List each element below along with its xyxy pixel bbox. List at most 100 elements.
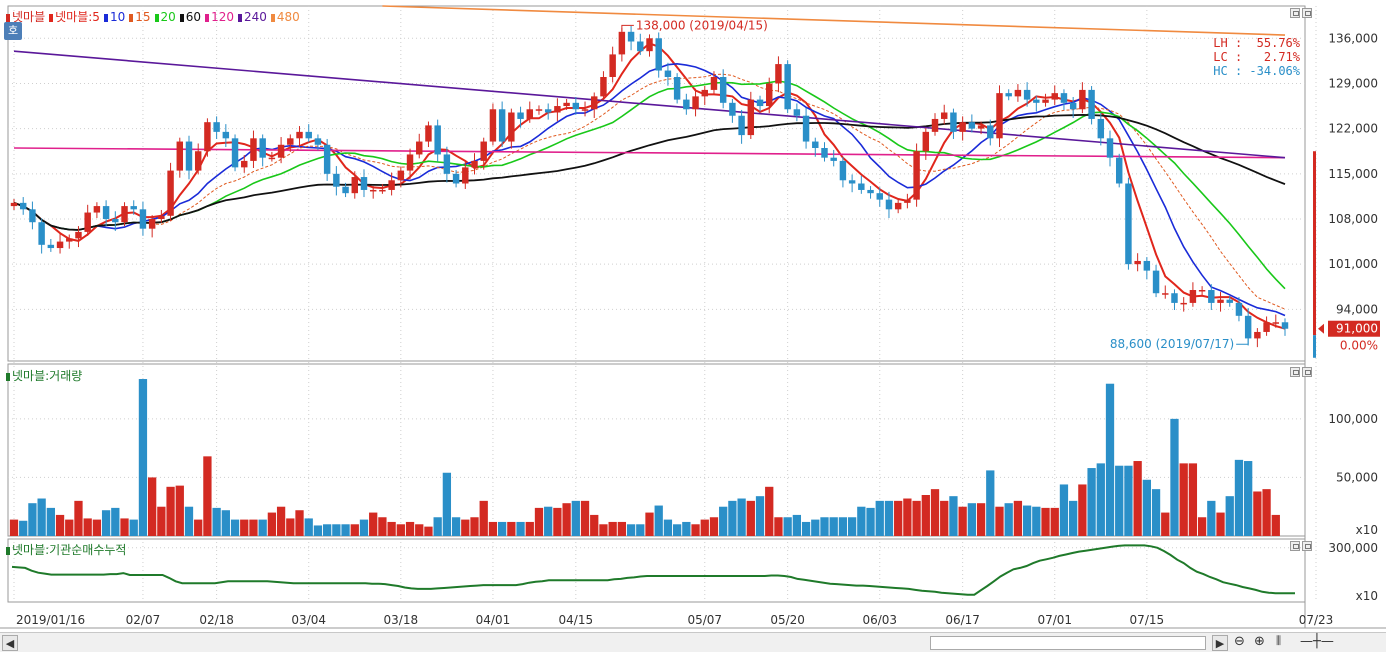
volume-bar-80	[746, 500, 755, 536]
time-scrollbar[interactable]: ◀ ▶ ⊖ ⊕ ⫼ —┼—	[0, 632, 1386, 652]
candle-body-116	[1079, 89, 1086, 110]
volume-bar-126	[1170, 418, 1179, 536]
candle-body-57	[535, 109, 543, 111]
price-tick-3: 115,000	[1328, 167, 1378, 181]
volume-bar-62	[580, 500, 590, 536]
candle-body-117	[1088, 89, 1095, 119]
price-tick-5: 101,000	[1328, 257, 1378, 271]
volume-bar-1	[19, 520, 28, 536]
date-tick-7: 05/07	[687, 613, 722, 627]
candle-body-78	[729, 102, 736, 116]
volume-bar-76	[709, 517, 719, 536]
volume-tick-1: 50,000	[1336, 470, 1378, 484]
volume-bar-122	[1133, 461, 1142, 536]
volume-bar-108	[1004, 503, 1013, 536]
legend-item-0: 넷마블:5	[49, 10, 102, 24]
candle-body-43	[406, 154, 414, 171]
volume-bar-23	[221, 510, 230, 536]
candle-body-121	[1125, 183, 1132, 265]
price-pane-close-icon[interactable]	[1302, 8, 1312, 18]
candle-body-128	[1189, 290, 1197, 303]
candle-body-52	[489, 109, 497, 142]
volume-bar-87	[811, 519, 820, 536]
volume-bar-98	[912, 500, 921, 536]
candle-body-56	[526, 109, 533, 119]
scroll-thumb[interactable]	[930, 636, 1206, 650]
candle-body-27	[259, 138, 266, 158]
volume-bar-135	[1253, 491, 1262, 536]
candle-body-5	[56, 241, 64, 249]
volume-bar-6	[65, 519, 74, 536]
candle-body-13	[130, 206, 137, 210]
volume-bar-83	[774, 517, 783, 536]
candle-body-51	[480, 141, 487, 161]
candle-body-41	[388, 180, 395, 190]
candle-body-124	[1152, 270, 1160, 294]
volume-bar-35	[332, 524, 341, 536]
range-slider-icon[interactable]: —┼—	[1300, 634, 1334, 649]
volume-bar-7	[74, 500, 83, 536]
candle-body-12	[121, 206, 128, 223]
candle-body-103	[959, 122, 966, 132]
candle-body-66	[618, 31, 626, 55]
volume-bar-15	[148, 477, 157, 536]
volume-bar-14	[138, 379, 148, 536]
date-tick-2: 02/18	[199, 613, 234, 627]
ho-button[interactable]: 호	[4, 22, 22, 40]
candle-body-96	[894, 202, 902, 210]
volume-bar-18	[175, 485, 184, 536]
volume-bar-132	[1225, 496, 1234, 536]
volume-pane-close-icon[interactable]	[1302, 367, 1312, 377]
candle-body-21	[204, 122, 211, 152]
low-annotation: 88,600 (2019/07/17)	[1110, 337, 1234, 351]
candle-body-4	[47, 244, 55, 249]
volume-tick-2: x10	[1356, 523, 1378, 537]
inst-pane-maximize-icon[interactable]	[1290, 541, 1300, 551]
volume-bar-24	[230, 519, 240, 536]
current-price-value: 91,000	[1336, 322, 1378, 336]
zoom-out-icon[interactable]: ⊖	[1234, 634, 1245, 649]
volume-bar-73	[682, 521, 691, 536]
scroll-left-icon[interactable]: ◀	[2, 635, 18, 651]
candle-body-65	[609, 54, 616, 77]
volume-pane-maximize-icon[interactable]	[1290, 367, 1300, 377]
volume-bar-100	[930, 489, 940, 536]
candle-body-28	[268, 157, 276, 160]
volume-bar-79	[737, 498, 746, 536]
zoom-in-icon[interactable]: ⊕	[1254, 634, 1265, 649]
candle-body-125	[1162, 293, 1169, 295]
volume-bar-46	[433, 517, 442, 536]
hc-ratio: HC : -34.06%	[1213, 64, 1300, 78]
volume-bar-19	[184, 506, 194, 536]
volume-bar-52	[488, 521, 498, 536]
stock-chart[interactable]: 136,000 129,000 122,000 115,000 108,000 101,0…	[0, 0, 1386, 632]
volume-bar-67	[626, 524, 636, 536]
date-tick-10: 06/17	[945, 613, 980, 627]
volume-bar-78	[728, 500, 737, 536]
candle-body-37	[351, 177, 358, 194]
candle-body-83	[775, 64, 782, 84]
price-pane-maximize-icon[interactable]	[1290, 8, 1300, 18]
candle-body-70	[655, 38, 662, 71]
volume-bar-8	[83, 518, 92, 536]
volume-bar-85	[792, 514, 802, 536]
inst-pane-close-icon[interactable]	[1302, 541, 1312, 551]
volume-legend-label: 넷마블:거래량	[12, 369, 83, 383]
bar-spacing-icon[interactable]: ⫼	[1276, 634, 1282, 647]
candle-body-131	[1217, 299, 1224, 303]
volume-bar-40	[378, 517, 387, 536]
price-tick-6: 94,000	[1336, 302, 1378, 316]
candle-body-38	[360, 177, 368, 190]
scroll-right-icon[interactable]: ▶	[1212, 635, 1228, 651]
candle-body-135	[1254, 331, 1261, 339]
current-price-arrow	[1318, 323, 1324, 334]
candle-body-2	[29, 209, 36, 223]
candle-body-3	[38, 222, 45, 245]
candle-body-90	[839, 160, 847, 181]
candle-body-94	[876, 193, 883, 200]
candle-body-98	[913, 151, 920, 200]
volume-bar-69	[645, 512, 654, 536]
candle-body-127	[1180, 302, 1187, 305]
candle-body-89	[830, 157, 837, 161]
ma480-line	[382, 5, 1286, 36]
